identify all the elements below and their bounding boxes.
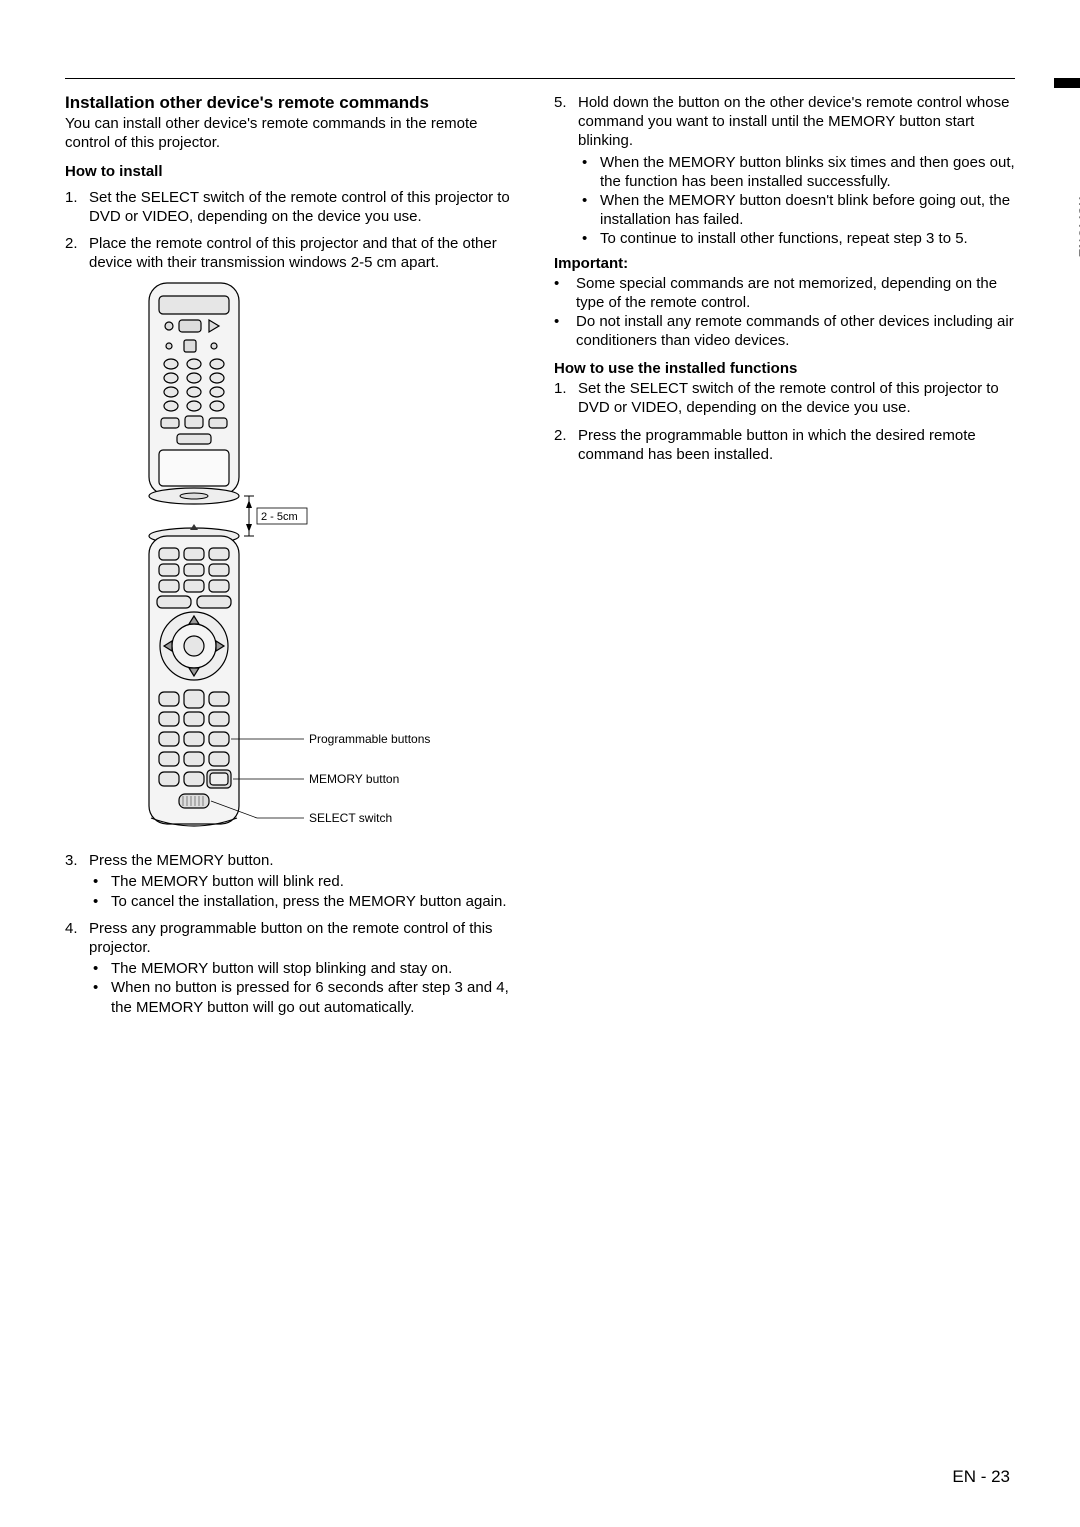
- list-item: 4. Press any programmable button on the …: [65, 919, 526, 1017]
- how-to-use-heading: How to use the installed functions: [554, 360, 1015, 377]
- page-content: Installation other device's remote comma…: [0, 0, 1080, 1017]
- install-steps-right: 5. Hold down the button on the other dev…: [554, 93, 1015, 249]
- list-item: •When no button is pressed for 6 seconds…: [89, 978, 526, 1016]
- list-item: 2. Place the remote control of this proj…: [65, 234, 526, 272]
- list-item: •Some special commands are not memorized…: [554, 274, 1015, 312]
- list-item: •To cancel the installation, press the M…: [89, 892, 526, 911]
- install-steps-list-continued: 3. Press the MEMORY button. •The MEMORY …: [65, 851, 526, 1017]
- step-text: Place the remote control of this project…: [89, 234, 526, 272]
- sub-bullet-list: •The MEMORY button will stop blinking an…: [89, 959, 526, 1017]
- step-number: 1.: [65, 188, 89, 226]
- list-item: 5. Hold down the button on the other dev…: [554, 93, 1015, 249]
- step-number: 2.: [554, 426, 578, 464]
- programmable-buttons-label: Programmable buttons: [309, 732, 430, 746]
- step-text: Set the SELECT switch of the remote cont…: [89, 188, 526, 226]
- two-column-layout: Installation other device's remote comma…: [65, 93, 1015, 1017]
- remote-controls-figure: 2 - 5cm: [89, 278, 526, 843]
- list-item: •When the MEMORY button blinks six times…: [578, 153, 1015, 191]
- distance-label: 2 - 5cm: [261, 511, 298, 523]
- step-number: 5.: [554, 93, 578, 249]
- step-text: Set the SELECT switch of the remote cont…: [578, 379, 1015, 417]
- step-text: Press the MEMORY button.: [89, 851, 526, 870]
- important-heading: Important:: [554, 255, 1015, 272]
- list-item: •When the MEMORY button doesn't blink be…: [578, 191, 1015, 229]
- left-column: Installation other device's remote comma…: [65, 93, 526, 1017]
- list-item: 2. Press the programmable button in whic…: [554, 426, 1015, 464]
- step-text: Hold down the button on the other device…: [578, 93, 1015, 151]
- list-item: •The MEMORY button will stop blinking an…: [89, 959, 526, 978]
- step-text: Press the programmable button in which t…: [578, 426, 1015, 464]
- step-number: 1.: [554, 379, 578, 417]
- right-column: 5. Hold down the button on the other dev…: [554, 93, 1015, 1017]
- step-text: Press any programmable button on the rem…: [89, 919, 526, 957]
- sub-bullet-list: •When the MEMORY button blinks six times…: [578, 153, 1015, 249]
- install-steps-list: 1. Set the SELECT switch of the remote c…: [65, 188, 526, 273]
- how-to-install-heading: How to install: [65, 163, 526, 180]
- section-title: Installation other device's remote comma…: [65, 93, 526, 113]
- select-switch-label: SELECT switch: [309, 811, 392, 825]
- list-item: •Do not install any remote commands of o…: [554, 312, 1015, 350]
- list-item: •To continue to install other functions,…: [578, 229, 1015, 248]
- use-steps-list: 1. Set the SELECT switch of the remote c…: [554, 379, 1015, 464]
- remote-diagram-svg: 2 - 5cm: [89, 278, 489, 838]
- top-horizontal-rule: [65, 78, 1015, 79]
- step-number: 2.: [65, 234, 89, 272]
- step-number: 4.: [65, 919, 89, 1017]
- memory-button-label: MEMORY button: [309, 772, 399, 786]
- list-item: •The MEMORY button will blink red.: [89, 872, 526, 891]
- intro-paragraph: You can install other device's remote co…: [65, 115, 526, 153]
- list-item: 3. Press the MEMORY button. •The MEMORY …: [65, 851, 526, 911]
- list-item: 1. Set the SELECT switch of the remote c…: [554, 379, 1015, 417]
- step-number: 3.: [65, 851, 89, 911]
- list-item: 1. Set the SELECT switch of the remote c…: [65, 188, 526, 226]
- sub-bullet-list: •The MEMORY button will blink red. •To c…: [89, 872, 526, 910]
- page-number: EN - 23: [952, 1467, 1010, 1487]
- important-bullets: •Some special commands are not memorized…: [554, 274, 1015, 351]
